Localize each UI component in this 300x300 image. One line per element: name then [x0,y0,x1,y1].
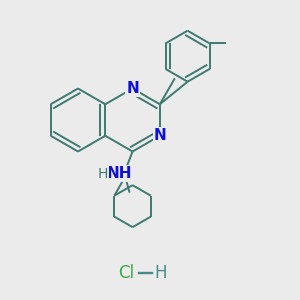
Text: NH: NH [107,166,133,181]
Text: H: H [154,264,167,282]
Text: N: N [126,81,139,96]
Text: Cl: Cl [118,264,134,282]
Text: N: N [154,128,166,143]
Text: H: H [98,167,109,181]
